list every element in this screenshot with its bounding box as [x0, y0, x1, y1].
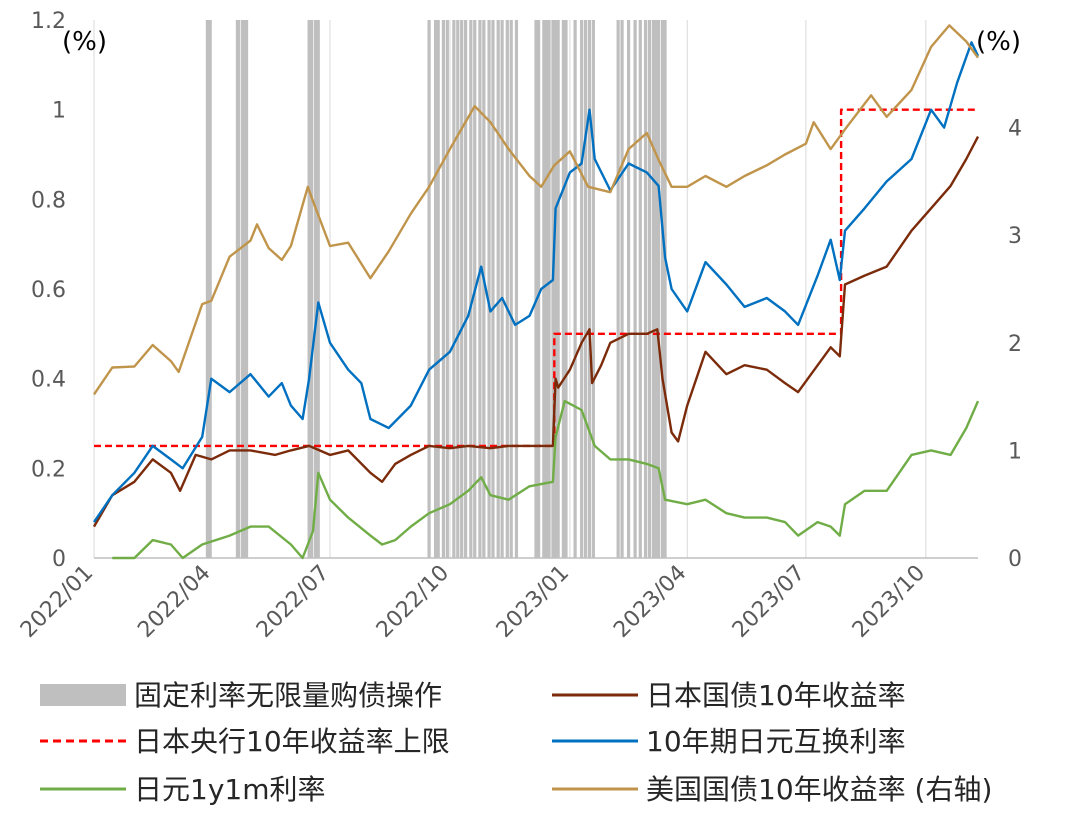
operation-band: [316, 20, 320, 558]
series-3-line: [112, 399, 980, 560]
operation-band: [647, 20, 652, 558]
operation-band: [583, 20, 588, 558]
operation-band: [505, 20, 509, 558]
operation-band: [434, 20, 438, 558]
operation-band: [638, 20, 642, 558]
operation-band: [514, 20, 519, 558]
operation-band: [663, 20, 667, 558]
operation-band: [556, 20, 560, 558]
operation-band: [310, 20, 314, 558]
series-2-line: [93, 41, 980, 523]
left-tick-label: 1.2: [31, 9, 66, 34]
operation-band: [244, 20, 249, 558]
series-0-line: [94, 108, 978, 448]
operation-band: [542, 20, 546, 558]
x-tick-label: 2023/01: [492, 561, 574, 643]
operation-band: [441, 20, 446, 558]
left-tick-label: 0.8: [31, 188, 66, 213]
operation-band: [496, 20, 500, 558]
operation-band: [482, 20, 486, 558]
right-tick-label: 0: [1008, 547, 1022, 572]
operation-band: [654, 20, 658, 558]
x-tick-label: 2023/10: [848, 561, 930, 643]
legend-label: 美国国债10年收益率 (右轴): [646, 773, 992, 806]
operation-band: [651, 20, 655, 558]
x-tick-label: 2023/07: [728, 561, 810, 643]
left-tick-label: 0.2: [31, 457, 66, 482]
operation-band: [509, 20, 513, 558]
x-tick-label: 2022/04: [133, 561, 215, 643]
operation-band: [660, 20, 665, 558]
left-axis-ticks: 0 0.2 0.4 0.6 0.8 1 1.2: [31, 9, 66, 572]
operation-band: [544, 20, 549, 558]
left-tick-label: 1: [52, 99, 66, 124]
x-tick-label: 2022/10: [372, 561, 454, 643]
legend-label: 固定利率无限量购债操作: [134, 679, 442, 712]
operation-band: [537, 20, 541, 558]
series-4-line: [93, 24, 979, 396]
legend-label: 日本央行10年收益率上限: [134, 725, 450, 758]
operation-band: [463, 20, 468, 558]
legend-swatch: [40, 684, 126, 706]
right-axis-unit: (%): [976, 27, 1021, 57]
operation-band: [208, 20, 212, 558]
operation-band: [643, 20, 648, 558]
left-axis-unit: (%): [62, 27, 107, 57]
operation-band: [500, 20, 504, 558]
legend-item: 日本国债10年收益率: [552, 679, 906, 712]
series-1-line: [92, 136, 980, 528]
left-tick-label: 0: [52, 547, 66, 572]
operation-band: [591, 20, 595, 558]
operation-band: [564, 20, 568, 558]
operation-band: [620, 20, 624, 558]
right-tick-label: 1: [1008, 439, 1022, 464]
operation-band: [460, 20, 464, 558]
legend-item: 美国国债10年收益率 (右轴): [552, 773, 992, 806]
x-axis-ticks: 2022/01 2022/04 2022/07 2022/10 2023/01 2023/…: [16, 561, 930, 643]
operation-band: [491, 20, 495, 558]
x-tick-label: 2022/01: [16, 561, 98, 643]
operation-band: [633, 20, 637, 558]
operation-band: [436, 20, 440, 558]
operation-band: [561, 20, 565, 558]
series-lines: [92, 24, 980, 560]
operation-band: [587, 20, 592, 558]
right-tick-label: 3: [1008, 224, 1022, 249]
operation-band: [427, 20, 431, 558]
x-tick-label: 2023/04: [609, 561, 691, 643]
right-axis-ticks: 0 1 2 3 4: [1008, 117, 1022, 572]
operation-band: [237, 20, 241, 558]
operation-band: [616, 20, 620, 558]
operation-band: [547, 20, 551, 558]
operation-band: [534, 20, 538, 558]
legend-label: 日本国债10年收益率: [646, 679, 906, 712]
operations-bands: [205, 20, 667, 558]
legend-label: 10年期日元互换利率: [646, 725, 906, 758]
operation-band: [656, 20, 661, 558]
right-tick-label: 2: [1008, 332, 1022, 357]
left-tick-label: 0.4: [31, 368, 66, 393]
operation-band: [573, 20, 577, 558]
operation-band: [580, 20, 584, 558]
legend-item: 10年期日元互换利率: [552, 725, 906, 758]
operation-band: [469, 20, 473, 558]
legend-item: 日元1y1m利率: [40, 773, 325, 806]
operation-band: [478, 20, 482, 558]
right-tick-label: 4: [1008, 117, 1022, 142]
legend-label: 日元1y1m利率: [134, 773, 325, 806]
operation-band: [626, 20, 631, 558]
legend-item: 日本央行10年收益率上限: [40, 725, 450, 758]
operation-band: [445, 20, 449, 558]
operation-band: [452, 20, 456, 558]
operation-band: [456, 20, 460, 558]
left-tick-label: 0.6: [31, 278, 66, 303]
operation-band: [487, 20, 491, 558]
legend-item: 固定利率无限量购债操作: [40, 679, 442, 712]
x-tick-label: 2022/07: [252, 561, 334, 643]
